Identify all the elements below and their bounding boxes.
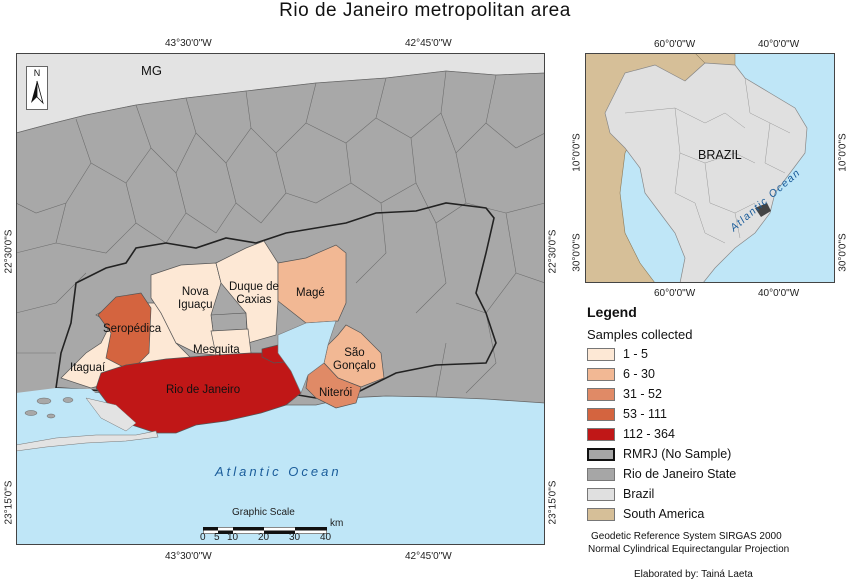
legend-item: 1 - 5 [587, 346, 648, 362]
legend-item: 6 - 30 [587, 366, 655, 382]
inset-right-coord: 10°0'0"S [837, 133, 849, 172]
label-sao-goncalo: São Gonçalo [333, 347, 376, 372]
scale-unit: km [330, 518, 344, 529]
north-arrow: N [26, 66, 48, 110]
scale-title: Graphic Scale [232, 507, 295, 518]
map-title: Rio de Janeiro metropolitan area [279, 0, 571, 21]
main-right-coord: 22°30'0"S [547, 229, 559, 274]
inset-map [584, 52, 835, 284]
scale-tick: 10 [227, 532, 239, 543]
label-nova-iguacu: Nova Iguaçu [178, 286, 213, 311]
scale-tick: 5 [214, 532, 220, 543]
main-map-frame [16, 53, 545, 545]
legend-label: Rio de Janeiro State [623, 467, 737, 481]
main-bottom-coord: 43°30'0"W [165, 551, 212, 562]
inset-map-frame [585, 53, 835, 283]
legend-item: 112 - 364 [587, 426, 675, 442]
main-left-coord: 22°30'0"S [3, 229, 15, 274]
main-ocean-label: Atlantic Ocean [215, 464, 342, 479]
legend-label: RMRJ (No Sample) [623, 447, 732, 461]
main-right-coord: 23°15'0"S [547, 480, 559, 525]
inset-left-coord: 10°0'0"S [571, 133, 583, 172]
legend-swatch [587, 467, 615, 481]
datum-text: Geodetic Reference System SIRGAS 2000 [591, 531, 782, 542]
municipal-boundaries [15, 70, 546, 398]
brazil-state-borders [624, 77, 791, 244]
north-arrow-icon [31, 80, 44, 105]
label-duque-de-caxias: Duque de Caxias [229, 281, 279, 306]
legend-item: RMRJ (No Sample) [587, 446, 731, 462]
legend-swatch [587, 427, 615, 441]
sepetiba-bay [16, 388, 101, 413]
main-top-coord: 42°45'0"W [405, 38, 452, 49]
label-mesquita: Mesquita [193, 344, 240, 356]
legend-item: 53 - 111 [587, 406, 667, 422]
legend-swatch [587, 387, 615, 401]
legend-label: 1 - 5 [623, 347, 649, 361]
inset-country-label: BRAZIL [698, 148, 742, 162]
legend-swatch [587, 347, 615, 361]
main-bottom-coord: 42°45'0"W [405, 551, 452, 562]
author-text: Elaborated by: Tainá Laeta [634, 569, 753, 580]
label-rio-de-janeiro: Rio de Janeiro [166, 384, 241, 396]
scale-tick: 20 [258, 532, 270, 543]
legend-label: South America [623, 507, 705, 521]
legend-item: South America [587, 506, 704, 522]
main-left-coord: 23°15'0"S [3, 480, 15, 525]
scale-tick: 0 [200, 532, 206, 543]
islands [24, 397, 74, 419]
legend-swatch [587, 447, 615, 461]
main-map [15, 52, 546, 545]
inset-bottom-coord: 40°0'0"W [758, 288, 800, 299]
inset-bottom-coord: 60°0'0"W [654, 288, 696, 299]
legend-label: Brazil [623, 487, 655, 501]
legend-label: 6 - 30 [623, 367, 655, 381]
legend-swatch [587, 407, 615, 421]
scale-tick: 40 [320, 532, 332, 543]
legend-swatch [587, 487, 615, 501]
scale-bar [202, 521, 328, 535]
north-label: N [33, 68, 41, 78]
scale-tick: 30 [289, 532, 301, 543]
legend-label: 112 - 364 [623, 427, 675, 441]
inset-top-coord: 60°0'0"W [654, 39, 696, 50]
municipality-mage [277, 244, 347, 324]
rj-highlight [755, 203, 771, 217]
municipality-seropedica [97, 292, 152, 372]
legend-item: 31 - 52 [587, 386, 662, 402]
main-top-coord: 43°30'0"W [165, 38, 212, 49]
state-label-mg: MG [141, 63, 162, 78]
label-niteroi: Niterói [319, 387, 353, 399]
inset-left-coord: 30°0'0"S [571, 233, 583, 272]
legend-item: Brazil [587, 486, 654, 502]
legend-subtitle: Samples collected [587, 327, 693, 342]
marambaia-restinga [15, 430, 159, 452]
label-seropedica: Seropédica [103, 323, 162, 335]
inset-right-coord: 30°0'0"S [837, 233, 849, 272]
legend-swatch [587, 367, 615, 381]
legend-title: Legend [587, 304, 637, 320]
legend-label: 31 - 52 [623, 387, 662, 401]
municipality-niteroi [305, 362, 362, 409]
label-itaguai: Itaguaí [70, 362, 106, 374]
ilha-grande-area [85, 397, 137, 432]
inset-top-coord: 40°0'0"W [758, 39, 800, 50]
main-map-svg [15, 52, 546, 545]
legend-swatch [587, 507, 615, 521]
inset-map-svg [584, 52, 835, 284]
legend-item: Rio de Janeiro State [587, 466, 736, 482]
label-mage: Magé [296, 287, 325, 299]
projection-text: Normal Cylindrical Equirectangular Proje… [588, 544, 790, 555]
guanabara-bay [277, 320, 337, 394]
municipality-duque-de-caxias [215, 240, 279, 344]
legend-label: 53 - 111 [623, 407, 668, 421]
